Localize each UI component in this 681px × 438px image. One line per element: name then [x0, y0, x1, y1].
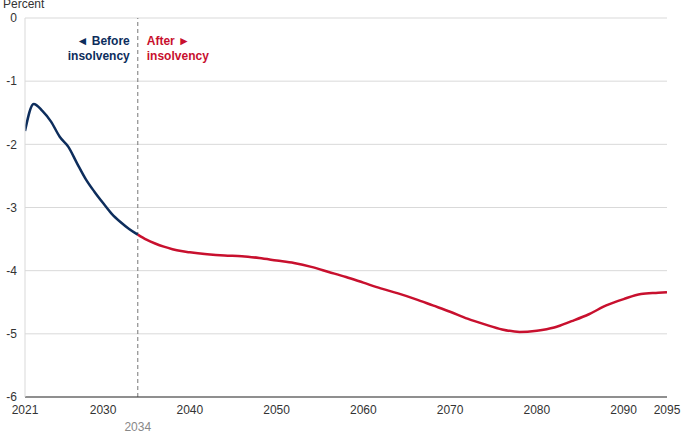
svg-text:2090: 2090: [610, 403, 637, 417]
svg-text:-4: -4: [8, 264, 17, 278]
svg-text:2050: 2050: [263, 403, 290, 417]
svg-text:2080: 2080: [524, 403, 551, 417]
svg-text:2070: 2070: [437, 403, 464, 417]
svg-text:-3: -3: [8, 201, 17, 215]
svg-text:-6: -6: [8, 390, 17, 404]
svg-text:2030: 2030: [90, 403, 117, 417]
svg-text:2060: 2060: [350, 403, 377, 417]
svg-text:2034: 2034: [124, 420, 151, 434]
svg-text:◄ Beforeinsolvency: ◄ Beforeinsolvency: [68, 34, 130, 63]
svg-text:2095: 2095: [654, 403, 673, 417]
svg-text:-2: -2: [8, 138, 17, 152]
svg-text:2021: 2021: [12, 403, 39, 417]
svg-text:-5: -5: [8, 327, 17, 341]
svg-text:0: 0: [10, 11, 17, 25]
svg-text:-1: -1: [8, 74, 17, 88]
svg-text:After ►insolvency: After ►insolvency: [147, 34, 209, 63]
svg-text:2040: 2040: [176, 403, 203, 417]
